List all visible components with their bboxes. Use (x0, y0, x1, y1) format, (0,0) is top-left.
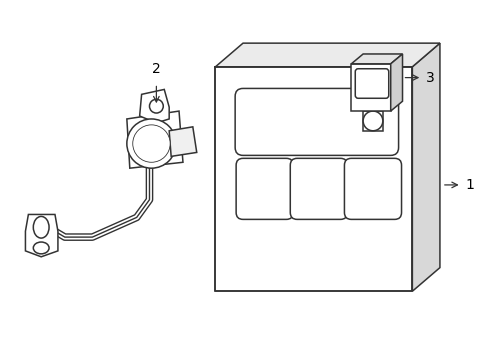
Text: 2: 2 (152, 62, 161, 76)
Polygon shape (363, 111, 382, 131)
FancyBboxPatch shape (355, 69, 388, 98)
Ellipse shape (33, 216, 49, 238)
FancyBboxPatch shape (235, 89, 398, 156)
Text: 1: 1 (465, 178, 473, 192)
Polygon shape (411, 43, 439, 291)
Polygon shape (350, 54, 402, 64)
Text: 3: 3 (425, 71, 434, 85)
Ellipse shape (126, 119, 176, 168)
Polygon shape (25, 215, 58, 257)
Ellipse shape (132, 125, 170, 162)
Ellipse shape (363, 111, 382, 131)
Polygon shape (215, 43, 439, 67)
Ellipse shape (149, 99, 163, 113)
Polygon shape (350, 64, 390, 111)
Polygon shape (126, 111, 183, 168)
Polygon shape (169, 127, 196, 156)
Polygon shape (140, 89, 169, 123)
FancyBboxPatch shape (236, 158, 293, 219)
Polygon shape (390, 54, 402, 111)
Ellipse shape (33, 242, 49, 254)
Polygon shape (215, 67, 411, 291)
FancyBboxPatch shape (344, 158, 401, 219)
FancyBboxPatch shape (290, 158, 346, 219)
